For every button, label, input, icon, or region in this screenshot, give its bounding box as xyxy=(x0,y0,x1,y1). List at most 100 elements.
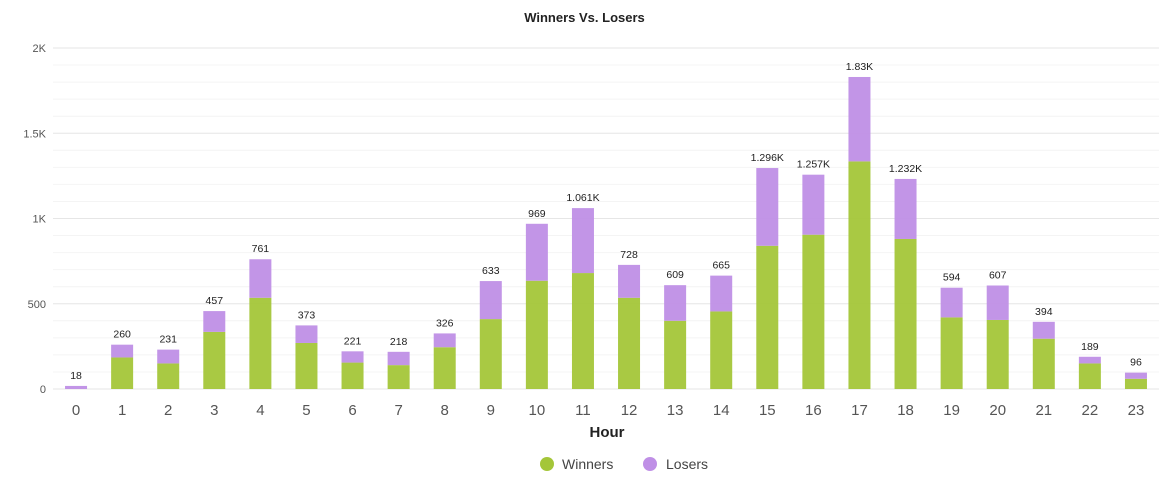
winners-bar xyxy=(664,320,687,389)
x-tick-label: 6 xyxy=(348,402,356,419)
winners-bar xyxy=(341,362,364,389)
data-label-total: 1.061K xyxy=(566,192,599,204)
data-label-total: 96 xyxy=(1130,357,1142,369)
winners-bar xyxy=(525,280,548,389)
winners-bar xyxy=(157,363,180,389)
winners-bar xyxy=(618,297,641,389)
x-tick-label: 16 xyxy=(805,402,822,419)
data-label-total: 665 xyxy=(712,260,730,272)
x-tick-label: 19 xyxy=(943,402,960,419)
x-tick-label: 5 xyxy=(302,402,310,419)
x-tick-label: 12 xyxy=(621,402,638,419)
x-tick-label: 7 xyxy=(394,402,402,419)
y-tick-label: 0 xyxy=(40,384,46,396)
winners-bar xyxy=(479,319,502,389)
winners-bar xyxy=(203,331,226,389)
data-label-total: 326 xyxy=(436,317,454,329)
data-label-total: 609 xyxy=(666,269,684,281)
winners-bar xyxy=(848,161,871,389)
x-tick-label: 20 xyxy=(989,402,1006,419)
x-tick-label: 1 xyxy=(118,402,126,419)
losers-bar xyxy=(1124,372,1147,379)
y-tick-label: 500 xyxy=(28,299,46,311)
data-label-total: 218 xyxy=(390,336,408,348)
data-label-total: 373 xyxy=(298,309,316,321)
winners-bar xyxy=(986,319,1009,389)
x-tick-label: 2 xyxy=(164,402,172,419)
winners-bar xyxy=(387,365,410,389)
losers-bar xyxy=(848,76,871,162)
x-tick-label: 17 xyxy=(851,402,868,419)
losers-bar xyxy=(894,178,917,239)
data-label-total: 260 xyxy=(113,329,131,341)
losers-bar xyxy=(433,333,456,348)
winners-bar xyxy=(894,238,917,389)
losers-bar xyxy=(1078,356,1101,364)
data-label-total: 607 xyxy=(989,270,1007,282)
losers-bar xyxy=(111,344,134,358)
data-label-total: 394 xyxy=(1035,306,1053,318)
data-label-total: 457 xyxy=(206,295,224,307)
data-label-total: 1.296K xyxy=(751,152,784,164)
data-label-total: 761 xyxy=(252,243,270,255)
winners-bar xyxy=(433,347,456,389)
data-label-total: 1.83K xyxy=(846,61,873,73)
x-axis-title: Hour xyxy=(590,424,625,441)
losers-bar xyxy=(341,351,364,363)
winners-bar xyxy=(295,342,318,389)
losers-bar xyxy=(249,259,272,298)
winners-bar xyxy=(1032,338,1055,389)
winners-bar xyxy=(1124,378,1147,389)
chart-title: Winners Vs. Losers xyxy=(524,10,645,25)
losers-bar xyxy=(525,223,548,281)
data-label-total: 1.232K xyxy=(889,163,922,175)
losers-bar xyxy=(618,264,641,298)
data-label-total: 969 xyxy=(528,208,546,220)
y-tick-label: 1K xyxy=(33,214,47,226)
winners-bar xyxy=(710,311,733,389)
data-label-total: 1.257K xyxy=(797,159,830,171)
x-tick-label: 23 xyxy=(1128,402,1145,419)
legend-winners-marker xyxy=(540,457,554,471)
losers-bar xyxy=(479,281,502,320)
losers-bar xyxy=(986,285,1009,320)
losers-bar xyxy=(940,287,963,318)
data-label-total: 728 xyxy=(620,249,638,261)
winners-bar xyxy=(1078,363,1101,389)
winners-bar xyxy=(111,357,134,389)
x-tick-label: 15 xyxy=(759,402,776,419)
losers-bar xyxy=(1032,321,1055,339)
x-tick-label: 18 xyxy=(897,402,914,419)
losers-bar xyxy=(571,208,594,274)
losers-bar xyxy=(387,351,410,366)
losers-bar xyxy=(203,311,226,332)
data-label-total: 594 xyxy=(943,272,961,284)
data-label-total: 633 xyxy=(482,265,500,277)
winners-bar xyxy=(756,245,779,389)
x-tick-label: 0 xyxy=(72,402,80,419)
losers-bar xyxy=(802,174,825,235)
winners-bar xyxy=(802,234,825,389)
x-tick-label: 3 xyxy=(210,402,218,419)
x-tick-label: 21 xyxy=(1035,402,1052,419)
x-tick-label: 10 xyxy=(529,402,546,419)
data-label-total: 18 xyxy=(70,370,82,382)
losers-bar xyxy=(710,275,733,312)
x-tick-label: 9 xyxy=(487,402,495,419)
winners-bar xyxy=(940,317,963,389)
x-tick-label: 14 xyxy=(713,402,730,419)
winners-bar xyxy=(249,297,272,389)
x-tick-label: 22 xyxy=(1082,402,1099,419)
x-tick-label: 11 xyxy=(575,402,591,419)
losers-bar xyxy=(65,385,88,389)
losers-bar xyxy=(157,349,180,364)
losers-bar xyxy=(664,285,687,321)
x-tick-label: 13 xyxy=(667,402,684,419)
data-label-total: 189 xyxy=(1081,341,1099,353)
x-tick-label: 8 xyxy=(441,402,449,419)
data-label-total: 231 xyxy=(159,334,177,346)
winners-bar xyxy=(571,273,594,389)
legend-winners-label: Winners xyxy=(562,456,613,472)
